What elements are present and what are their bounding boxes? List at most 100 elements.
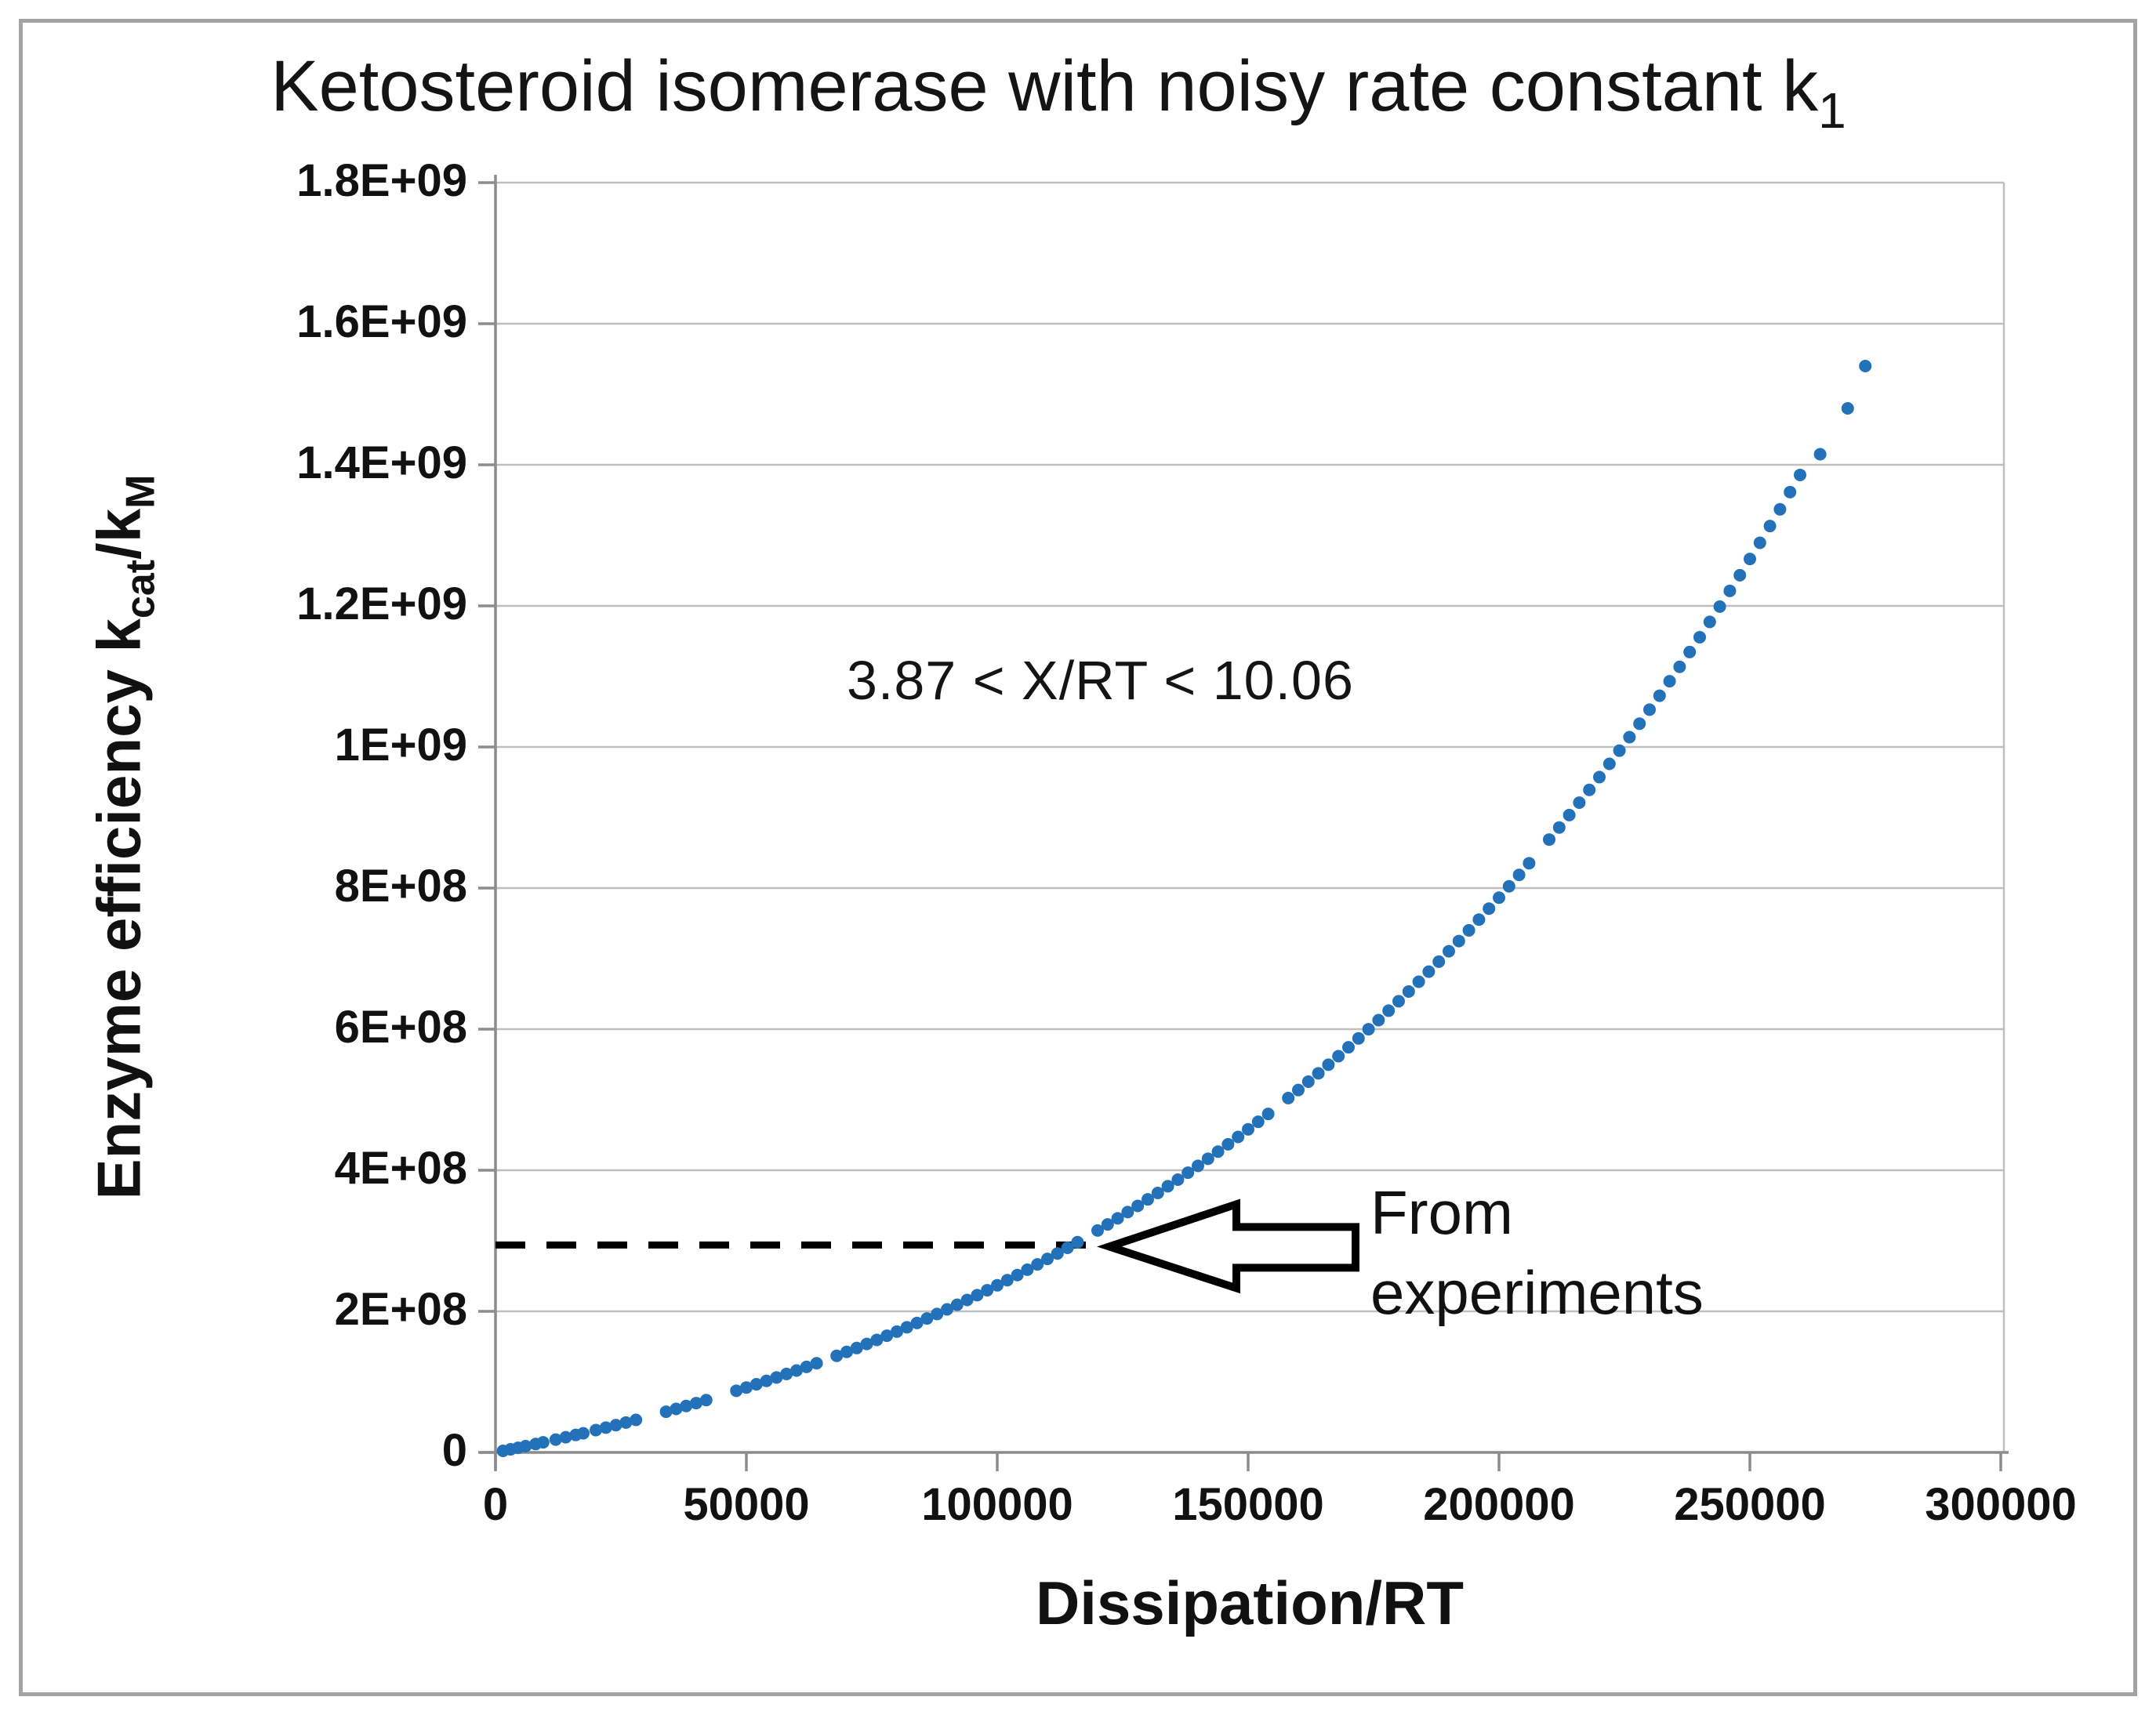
data-point (830, 1349, 844, 1362)
data-point (1342, 1041, 1355, 1054)
data-point (1402, 984, 1415, 998)
from-experiments-line2: experiments (1370, 1258, 1704, 1327)
figure-border (19, 19, 2137, 1696)
data-point (941, 1303, 953, 1316)
y-tick-label: 1E+09 (334, 720, 467, 770)
data-point (1703, 615, 1716, 629)
data-point (730, 1384, 743, 1398)
data-point (1362, 1023, 1375, 1036)
data-point (1472, 913, 1486, 926)
x-tick-label: 0 (482, 1479, 509, 1530)
data-point (1041, 1253, 1054, 1266)
data-point (1552, 821, 1566, 834)
x-tick-label: 100000 (921, 1479, 1073, 1530)
data-point (1443, 945, 1455, 958)
data-point (1763, 520, 1777, 533)
data-point (1643, 703, 1656, 716)
data-point (1352, 1032, 1365, 1045)
data-point (1753, 536, 1766, 549)
y-tick-label: 1.6E+09 (296, 296, 467, 347)
data-point (850, 1341, 863, 1354)
x-tick-label: 150000 (1172, 1479, 1324, 1530)
data-point (549, 1433, 562, 1446)
chart-title-subscript: 1 (1818, 82, 1846, 139)
data-point (1512, 868, 1526, 882)
data-point (630, 1413, 643, 1427)
data-point (1091, 1224, 1104, 1237)
data-point (1011, 1268, 1024, 1282)
data-point (1131, 1199, 1145, 1213)
data-point (609, 1419, 622, 1432)
data-point (1142, 1193, 1154, 1206)
y-tick-label: 1.8E+09 (296, 155, 467, 206)
y-tick-label: 0 (441, 1425, 467, 1476)
data-point (1813, 448, 1827, 461)
data-point (740, 1381, 753, 1394)
data-point (1613, 744, 1626, 757)
data-point (1483, 902, 1496, 916)
y-tick-label: 1.2E+09 (296, 578, 467, 629)
data-point (981, 1284, 994, 1297)
data-point (790, 1364, 803, 1377)
data-point (1422, 965, 1436, 978)
data-point (1192, 1159, 1204, 1173)
data-point (880, 1329, 894, 1343)
data-point (1633, 717, 1646, 731)
data-point (1543, 833, 1555, 847)
from-experiments-line1: From (1370, 1178, 1513, 1247)
data-point (1794, 468, 1806, 481)
data-point (1051, 1247, 1064, 1260)
data-point (536, 1436, 550, 1449)
data-point (1713, 600, 1726, 613)
data-point (1382, 1004, 1396, 1017)
data-point (699, 1394, 713, 1407)
data-point (1683, 645, 1697, 658)
data-point (770, 1371, 783, 1384)
data-point (1859, 360, 1872, 372)
data-point (910, 1316, 924, 1329)
data-point (1653, 689, 1666, 702)
data-point (1841, 402, 1854, 415)
x-tick-label: 50000 (683, 1479, 810, 1530)
data-point (1773, 502, 1787, 516)
data-point (971, 1289, 984, 1302)
data-point (1693, 630, 1706, 644)
y-tick-label: 4E+08 (334, 1143, 467, 1194)
data-point (1292, 1083, 1305, 1097)
data-point (1412, 975, 1425, 988)
data-point (619, 1416, 633, 1429)
data-point (1242, 1122, 1254, 1136)
data-point (659, 1405, 673, 1419)
data-point (1593, 770, 1606, 784)
xrt-range-annotation: 3.87 < X/RT < 10.06 (847, 650, 1354, 711)
y-axis-title-mid: /k (84, 508, 154, 560)
from-experiments-label: From experiments (1370, 1173, 1704, 1332)
data-point (1181, 1166, 1195, 1180)
data-point (891, 1325, 903, 1338)
data-point (1663, 675, 1676, 688)
data-point (960, 1293, 974, 1307)
data-point (1733, 568, 1747, 582)
data-point (920, 1312, 934, 1325)
x-tick-label: 300000 (1925, 1479, 2077, 1530)
data-point (1221, 1137, 1235, 1151)
data-point (1744, 553, 1756, 566)
data-point (931, 1307, 944, 1321)
data-point (1723, 584, 1737, 597)
data-point (590, 1423, 602, 1437)
data-point (670, 1402, 683, 1416)
data-point (780, 1367, 793, 1380)
data-point (800, 1360, 813, 1373)
data-point (1282, 1091, 1295, 1104)
data-point (1502, 879, 1515, 893)
data-point (1573, 796, 1586, 810)
y-tick-label: 6E+08 (334, 1002, 467, 1053)
data-point (1111, 1212, 1124, 1225)
y-tick-label: 1.4E+09 (296, 437, 467, 488)
data-point (1232, 1130, 1245, 1144)
x-axis-title: Dissipation/RT (1035, 1568, 1465, 1637)
data-point (1000, 1274, 1014, 1287)
data-point (1251, 1115, 1265, 1129)
data-point (1071, 1235, 1084, 1249)
data-point (810, 1357, 823, 1370)
